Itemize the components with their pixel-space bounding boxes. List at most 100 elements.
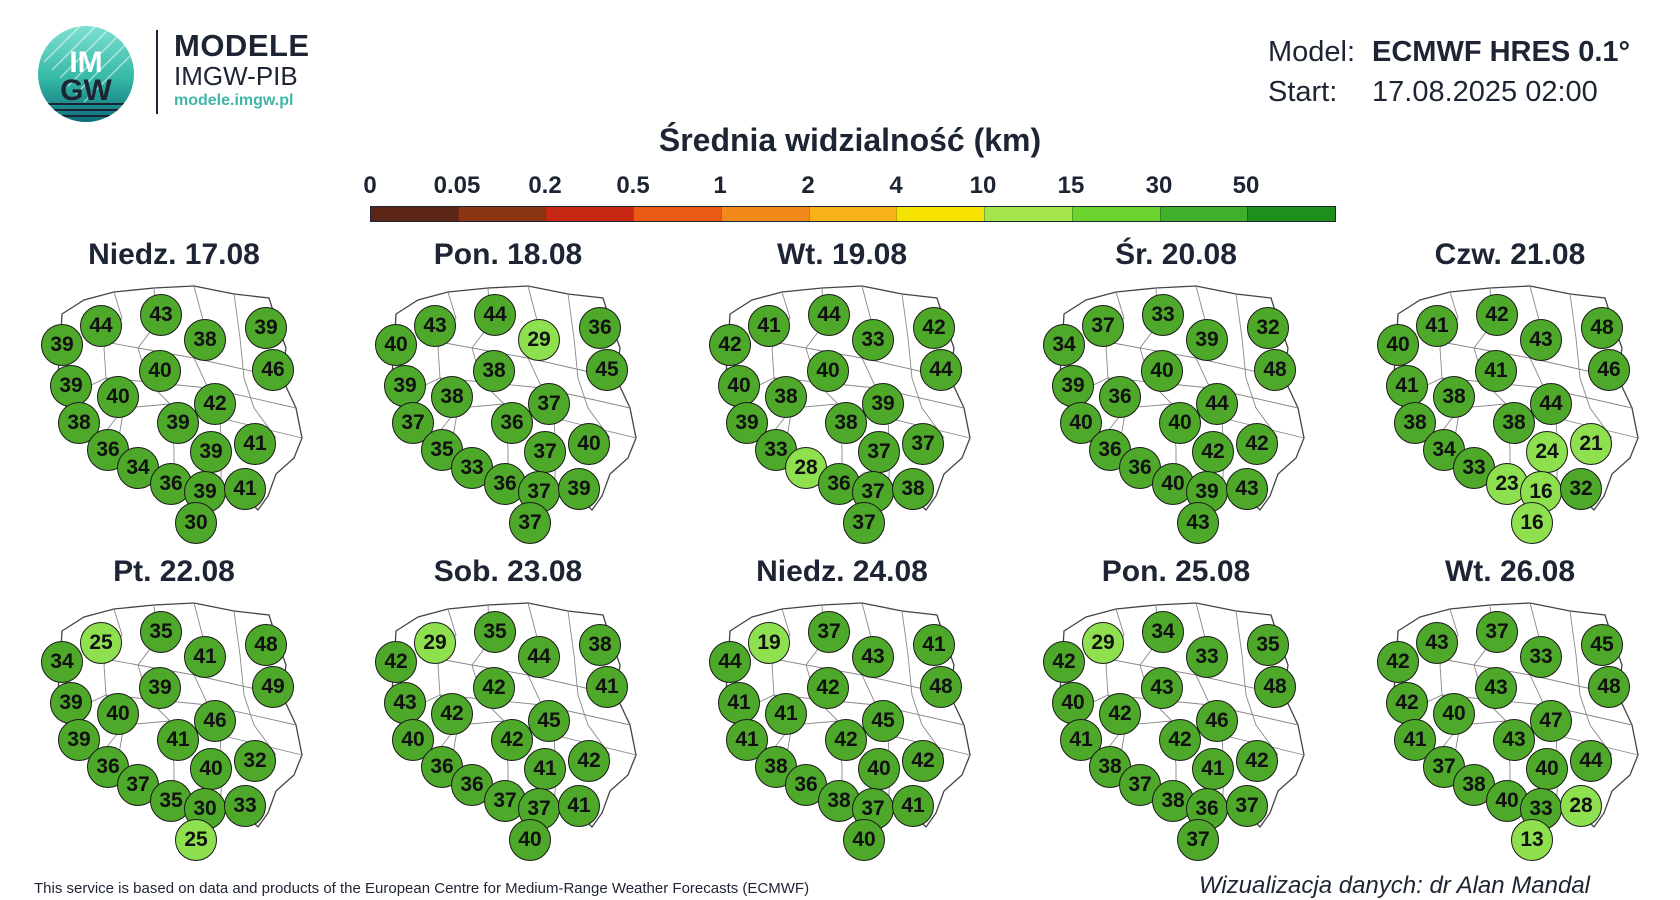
- region-border: [233, 293, 277, 439]
- visibility-value-marker: 39: [50, 365, 92, 407]
- visibility-value-marker: 40: [1052, 682, 1094, 724]
- visibility-value-marker: 19: [748, 622, 790, 664]
- visibility-value-marker: 32: [234, 740, 276, 782]
- visibility-value-marker: 46: [252, 349, 294, 391]
- visibility-value-marker: 39: [50, 682, 92, 724]
- visibility-value-marker: 37: [528, 383, 570, 425]
- visibility-value-marker: 43: [414, 305, 456, 347]
- imgw-logo: IM GW: [38, 26, 134, 122]
- visibility-value-marker: 42: [913, 307, 955, 349]
- region-border: [901, 610, 945, 756]
- region-border: [1569, 293, 1613, 439]
- visibility-value-marker: 39: [245, 307, 287, 349]
- visibility-value-marker: 42: [902, 740, 944, 782]
- visibility-value-marker: 42: [807, 667, 849, 709]
- visibility-value-marker: 40: [568, 423, 610, 465]
- visibility-value-marker: 16: [1511, 502, 1553, 544]
- day-title: Śr. 20.08: [1115, 238, 1237, 271]
- brand-title: MODELE: [174, 28, 310, 63]
- visibility-value-marker: 29: [414, 622, 456, 664]
- visibility-value-marker: 36: [421, 746, 463, 788]
- day-title: Wt. 19.08: [776, 238, 908, 271]
- visibility-value-marker: 42: [431, 693, 473, 735]
- visibility-value-marker: 37: [392, 402, 434, 444]
- visibility-value-marker: 13: [1511, 819, 1553, 861]
- visibility-value-marker: 41: [586, 666, 628, 708]
- visibility-value-marker: 42: [709, 324, 751, 366]
- visibility-value-marker: 42: [473, 667, 515, 709]
- visibility-value-marker: 39: [726, 402, 768, 444]
- visibility-value-marker: 48: [1254, 666, 1296, 708]
- legend-tick: 0.2: [528, 172, 562, 199]
- visibility-value-marker: 43: [140, 294, 182, 336]
- visibility-value-marker: 49: [252, 666, 294, 708]
- visibility-value-marker: 42: [1377, 641, 1419, 683]
- visibility-value-marker: 39: [558, 468, 600, 510]
- visibility-value-marker: 40: [1433, 693, 1475, 735]
- visibility-value-marker: 38: [765, 376, 807, 418]
- visibility-value-marker: 24: [1526, 431, 1568, 473]
- visibility-value-marker: 37: [509, 502, 551, 544]
- color-scale-segment: [545, 207, 634, 221]
- visibility-value-marker: 38: [431, 376, 473, 418]
- visibility-value-marker: 38: [58, 402, 100, 444]
- legend-tick: 0: [363, 172, 377, 199]
- visibility-value-marker: 36: [785, 764, 827, 806]
- visibility-value-marker: 40: [375, 324, 417, 366]
- region-border: [233, 610, 277, 756]
- forecast-panel: Pt. 22.08 34 25 35 41 48 49 39 40 39 46 39 41 36 40 32 3…: [41, 555, 344, 865]
- visibility-value-marker: 41: [184, 636, 226, 678]
- visibility-value-marker: 32: [1247, 307, 1289, 349]
- visibility-value-marker: 48: [1581, 307, 1623, 349]
- day-title: Niedz. 17.08: [88, 238, 260, 271]
- visibility-value-marker: 41: [157, 719, 199, 761]
- visibility-value-marker: 41: [1386, 365, 1428, 407]
- visibility-value-marker: 48: [1588, 666, 1630, 708]
- forecast-panel: Niedz. 17.08 39 44 43 38 39 46 39 40 40 42 38 39 36 39…: [41, 238, 344, 548]
- visibility-value-marker: 48: [920, 666, 962, 708]
- visibility-value-marker: 39: [139, 667, 181, 709]
- model-label: Model:: [1268, 36, 1356, 68]
- start-value: 17.08.2025 02:00: [1372, 76, 1598, 108]
- visibility-value-marker: 41: [234, 423, 276, 465]
- brand-subtitle: IMGW-PIB: [174, 61, 298, 91]
- visibility-value-marker: 32: [1560, 468, 1602, 510]
- visibility-value-marker: 33: [1520, 636, 1562, 678]
- visibility-value-marker: 33: [1186, 636, 1228, 678]
- visibility-value-marker: 42: [1159, 719, 1201, 761]
- region-border: [1569, 610, 1613, 756]
- visibility-value-marker: 40: [858, 748, 900, 790]
- visibility-value-marker: 42: [1236, 423, 1278, 465]
- region-border: [901, 293, 945, 439]
- visibility-value-marker: 43: [1493, 719, 1535, 761]
- visibility-value-marker: 40: [1159, 402, 1201, 444]
- visibility-value-marker: 36: [1119, 447, 1161, 489]
- visibility-value-marker: 42: [194, 383, 236, 425]
- ecmwf-attribution: This service is based on data and produc…: [34, 880, 810, 897]
- visibility-value-marker: 44: [80, 305, 122, 347]
- brand-block: MODELE IMGW-PIB modele.imgw.pl: [156, 30, 310, 114]
- brand-url-link[interactable]: modele.imgw.pl: [174, 92, 294, 109]
- start-label: Start:: [1268, 76, 1338, 108]
- visibility-value-marker: 37: [524, 431, 566, 473]
- legend-tick: 4: [889, 172, 903, 199]
- visibility-value-marker: 41: [224, 468, 266, 510]
- visibility-value-marker: 39: [190, 431, 232, 473]
- visibility-value-marker: 40: [509, 819, 551, 861]
- visibility-value-marker: 35: [140, 611, 182, 653]
- region-border: [1235, 293, 1279, 439]
- color-scale-segment: [896, 207, 985, 221]
- visibility-value-marker: 38: [825, 402, 867, 444]
- visibility-value-marker: 34: [41, 641, 83, 683]
- visibility-value-marker: 46: [1588, 349, 1630, 391]
- visibility-value-marker: 34: [1043, 324, 1085, 366]
- forecast-panel: Wt. 19.08 42 41 44 33 42 44 40 38 40 39 39 38 33 37 37 2…: [709, 238, 1012, 548]
- visibility-value-marker: 46: [1196, 700, 1238, 742]
- visibility-value-marker: 39: [157, 402, 199, 444]
- visibility-value-marker: 35: [150, 780, 192, 822]
- visibility-value-marker: 41: [765, 693, 807, 735]
- visibility-value-marker: 29: [1082, 622, 1124, 664]
- svg-text:GW: GW: [60, 74, 112, 107]
- visibility-value-marker: 25: [175, 819, 217, 861]
- color-scale-segment: [1071, 207, 1160, 221]
